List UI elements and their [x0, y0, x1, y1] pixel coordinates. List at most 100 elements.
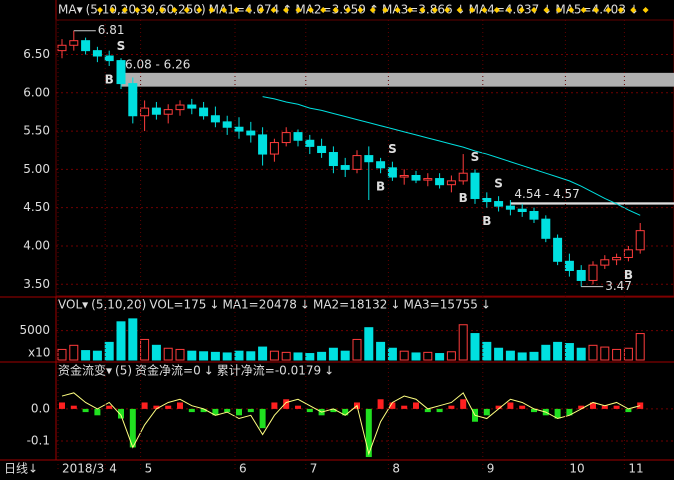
volume-bar — [234, 350, 244, 361]
volume-bar — [340, 350, 350, 361]
flow-bar — [295, 405, 301, 409]
flow-bar — [601, 405, 608, 409]
header-item: MA▾ — [58, 3, 83, 17]
candle-body — [269, 142, 279, 155]
flow-bar — [236, 408, 242, 416]
y-tick-label: 5.50 — [23, 124, 50, 138]
x-tick-label: 11 — [628, 462, 643, 476]
y-tick-label: 4.00 — [23, 238, 50, 252]
y-tick-label: 5000 — [19, 323, 50, 337]
marker-icon — [332, 7, 339, 13]
annotation-label: 6.81 — [98, 23, 125, 37]
marker-icon — [642, 7, 649, 13]
volume-bar — [446, 351, 456, 361]
volume-bar — [529, 351, 539, 361]
volume-bar — [387, 347, 397, 361]
marker-icon — [233, 7, 240, 13]
flow-bar — [330, 408, 337, 413]
volume-bar — [517, 352, 527, 361]
candle-body — [187, 104, 197, 109]
candle-body — [69, 40, 79, 46]
candle-body — [446, 180, 456, 186]
candle-body — [175, 104, 185, 111]
candle-body — [541, 218, 551, 239]
candle-body — [553, 237, 563, 262]
volume-bar — [57, 348, 67, 361]
volume-bar — [81, 350, 91, 361]
marker-icon — [394, 7, 401, 13]
candle-body — [234, 126, 244, 132]
volume-bar — [505, 350, 515, 361]
x-tick-label: 4 — [109, 462, 117, 476]
candle-body — [340, 165, 350, 170]
volume-bar — [305, 353, 315, 361]
flow-bar — [224, 408, 231, 413]
marker-icon — [245, 7, 252, 13]
volume-bar — [411, 352, 421, 361]
candle-body — [163, 109, 173, 115]
flow-bar — [578, 405, 585, 409]
marker-icon — [258, 7, 265, 13]
candle-body — [482, 197, 492, 203]
x-axis-label: 日线↓ — [4, 462, 38, 476]
candle-body — [258, 134, 268, 155]
flow-bar — [625, 408, 632, 413]
candle-body — [364, 155, 374, 163]
volume-bar — [328, 347, 338, 361]
marker-icon — [481, 7, 488, 13]
volume-bar — [482, 341, 492, 361]
header-item: ↓ — [324, 364, 334, 378]
volume-bar — [600, 346, 610, 361]
candle-body — [435, 178, 445, 186]
header-item: VOL=175 — [149, 298, 206, 312]
candle-body — [517, 208, 527, 213]
y-tick-label: 6.00 — [23, 85, 50, 99]
header-item: MA5=4.403 — [555, 3, 626, 17]
header-item: MA4=4.037 — [469, 3, 540, 17]
candle-body — [612, 256, 622, 261]
marker-icon — [605, 7, 612, 13]
x-tick-label: 9 — [487, 462, 495, 476]
candle-body — [564, 260, 574, 271]
marker-icon — [444, 7, 451, 13]
header-item: ↓ — [300, 298, 310, 312]
volume-bar — [588, 344, 598, 361]
volume-bar — [612, 348, 622, 361]
candle-body — [305, 139, 315, 147]
marker-icon — [382, 7, 389, 13]
marker-icon — [543, 7, 550, 13]
y-tick-label: 5.00 — [23, 162, 50, 176]
volume-bar — [163, 347, 173, 361]
candle-body — [352, 155, 362, 170]
candle-body — [635, 230, 645, 251]
marker-icon — [469, 7, 475, 13]
candle-body — [576, 269, 586, 281]
volume-bar — [140, 338, 150, 361]
band-label: 4.54 - 4.57 — [514, 187, 579, 201]
candle-body — [317, 145, 327, 154]
marker-icon — [134, 7, 141, 13]
marker-icon — [630, 7, 637, 13]
marker-icon — [518, 7, 525, 13]
signal-label: S — [471, 150, 480, 164]
marker-icon — [431, 7, 438, 13]
flow-bar — [165, 405, 172, 409]
candle-body — [588, 264, 598, 281]
flow-bar — [519, 405, 526, 409]
volume-bar — [104, 341, 114, 361]
marker-icon — [506, 7, 513, 13]
header-item: 资金流变▾ — [58, 363, 112, 378]
flow-bar — [129, 408, 136, 448]
header-item: MA1=20478 — [222, 298, 296, 312]
flow-bar — [401, 405, 408, 409]
flow-bar — [247, 408, 254, 413]
marker-icon — [617, 7, 624, 13]
flow-bar — [413, 402, 419, 409]
header-item: MA3=3.866 — [382, 3, 453, 17]
volume-bar — [564, 343, 574, 361]
marker-icon — [121, 7, 128, 13]
volume-bar — [364, 327, 374, 361]
volume-bar — [187, 350, 197, 361]
x-tick-label: 2018/3 — [62, 462, 104, 476]
flow-bar — [495, 405, 502, 409]
